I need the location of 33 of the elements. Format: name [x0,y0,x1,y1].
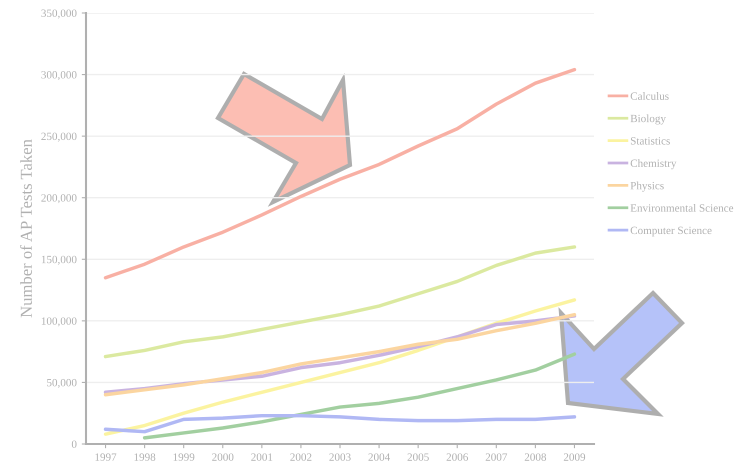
y-tick-label: 350,000 [41,9,77,19]
x-tick-label: 2003 [329,453,351,461]
x-tick-label: 2007 [486,453,508,461]
y-tick-label: 100,000 [42,317,77,326]
y-tick-label: 200,000 [41,194,77,204]
legend-label: Computer Science [630,226,712,236]
legend-label: Statistics [630,137,670,145]
legend-label: Chemistry [630,159,676,170]
line-series [104,245,576,358]
legend-label: Physics [630,182,664,192]
line-series [142,352,576,440]
y-tick-label: 250,000 [41,132,77,142]
x-tick-label: 2006 [446,453,468,461]
x-tick-label: 2005 [408,453,429,461]
x-tick-label: 2001 [251,453,272,461]
x-tick-label: 1998 [134,453,156,461]
x-tick-label: 1999 [174,453,194,461]
line-series [104,414,576,434]
legend-label: Environmental Science [630,204,734,212]
y-tick-label: 150,000 [42,256,77,265]
x-tick-label: 1997 [95,453,116,461]
y-tick-label: 300,000 [41,71,77,80]
line-series [104,68,576,280]
y-tick-label: 50,000 [47,378,77,388]
x-tick-label: 2009 [564,453,586,461]
x-tick-label: 2008 [524,453,546,461]
legend-label: Calculus [630,92,669,100]
x-tick-label: 2000 [212,453,234,461]
y-tick-label: 0 [72,440,77,448]
legend-label: Biology [630,114,666,124]
x-tick-label: 2002 [290,453,312,461]
x-tick-label: 2004 [368,453,390,461]
y-axis-title: Number of AP Tests Taken [20,139,32,318]
